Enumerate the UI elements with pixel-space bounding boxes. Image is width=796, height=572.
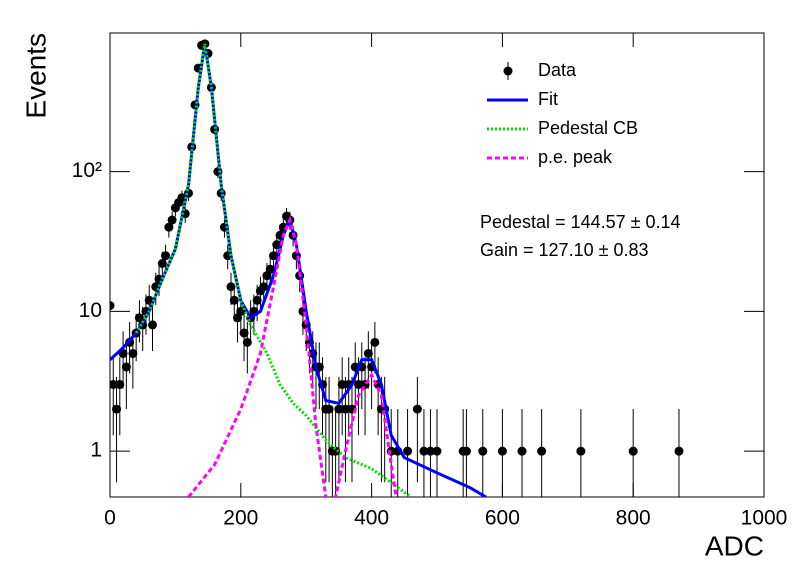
data-point [331,446,341,456]
data-point [340,404,350,414]
legend-marker [503,66,513,76]
data-point [337,379,347,389]
data-point [628,446,638,456]
data-point [412,404,422,414]
data-point [324,404,334,414]
data-point [269,251,278,261]
fit-curve [110,43,487,497]
data-point [419,446,429,456]
data-point [517,446,527,456]
x-axis-title: ADC [705,530,764,561]
data-point [229,295,239,305]
data-point [497,446,507,456]
legend-label: p.e. peak [538,147,613,167]
y-axis-title: Events [20,33,51,119]
x-tick-label: 200 [223,507,258,530]
data-point [239,328,249,338]
data-point [157,258,167,268]
data-point [576,446,586,456]
data-point [425,446,435,456]
data-point [134,313,144,323]
data-point [148,320,158,330]
data-point [370,337,380,347]
data-point [161,251,171,261]
x-tick-label: 400 [354,507,389,530]
data-point [537,446,547,456]
legend-label: Pedestal CB [538,118,638,138]
data-point [432,446,442,456]
data-point [265,264,275,274]
data-point [461,446,471,456]
data-point [167,215,177,225]
y-tick-label: 10 [79,299,102,322]
y-tick-label: 1 [90,439,102,462]
legend-label: Fit [538,89,558,109]
x-tick-label: 1000 [741,507,788,530]
data-point [363,348,373,358]
data-point [403,446,413,456]
data-point [110,379,118,389]
data-point [259,282,269,292]
data-point [334,404,344,414]
data-point [478,446,488,456]
data-point [242,337,252,347]
annotation: Pedestal = 144.57 ± 0.14 [480,212,681,232]
data-point [354,379,364,389]
data-point [226,282,236,292]
fit-curve [187,215,398,497]
data-point [128,348,138,358]
data-point [121,362,131,372]
y-tick-label: 10² [72,159,102,182]
data-point [674,446,684,456]
annotation: Gain = 127.10 ± 0.83 [480,240,649,260]
data-point [252,295,262,305]
data-point [164,222,174,232]
data-point [115,379,125,389]
plot-area [110,39,684,497]
legend-label: Data [538,60,577,80]
x-tick-label: 600 [485,507,520,530]
x-tick-label: 800 [616,507,651,530]
x-tick-label: 0 [104,507,116,530]
data-point [110,301,115,311]
data-point [112,404,122,414]
